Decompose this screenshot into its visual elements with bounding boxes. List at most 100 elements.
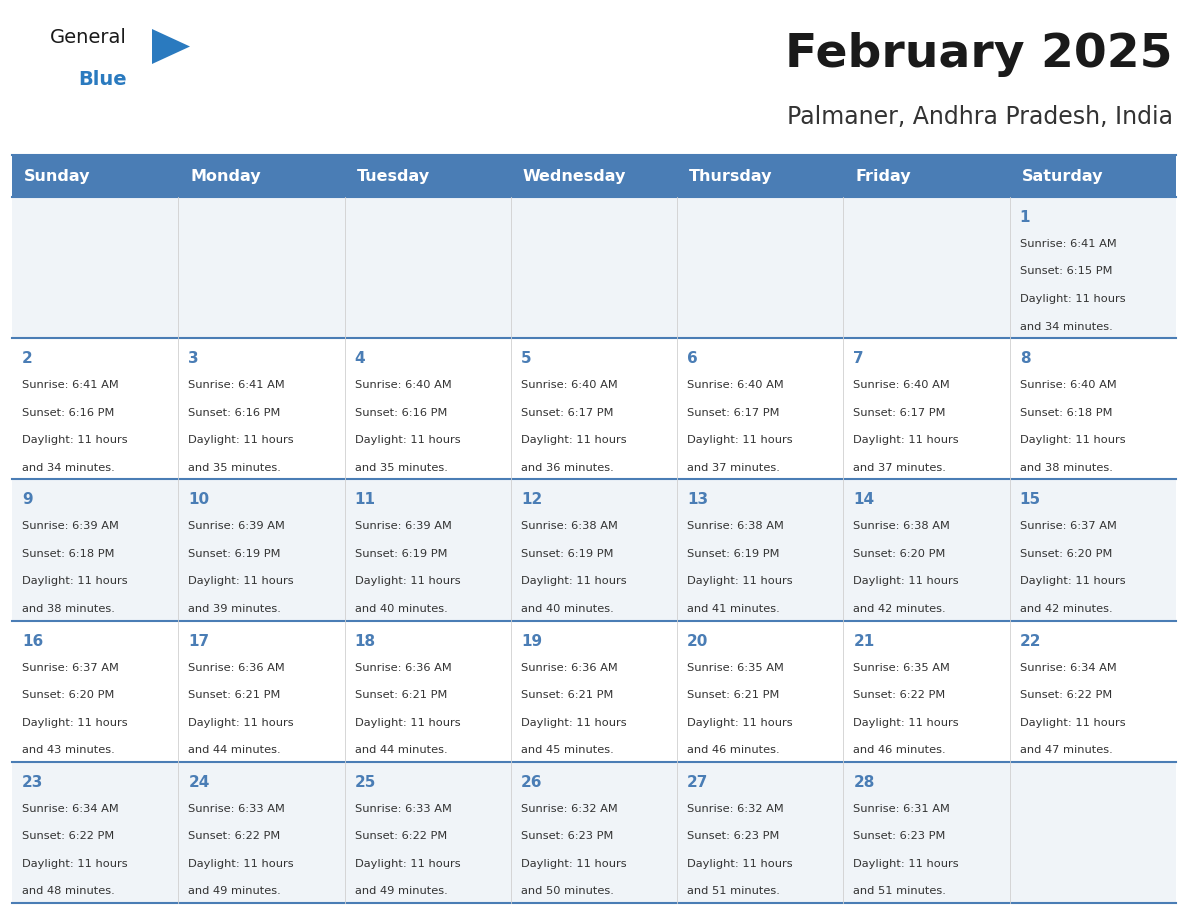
Text: Daylight: 11 hours: Daylight: 11 hours [188,435,293,445]
Text: Sunset: 6:15 PM: Sunset: 6:15 PM [1019,266,1112,276]
Text: Sunrise: 6:35 AM: Sunrise: 6:35 AM [687,663,784,673]
Text: Daylight: 11 hours: Daylight: 11 hours [687,718,792,728]
Text: Sunrise: 6:37 AM: Sunrise: 6:37 AM [1019,521,1117,532]
Text: and 35 minutes.: and 35 minutes. [354,463,448,473]
Text: 23: 23 [23,775,44,789]
Bar [12,338,1176,479]
Text: and 42 minutes.: and 42 minutes. [853,604,946,614]
Text: Daylight: 11 hours: Daylight: 11 hours [354,435,460,445]
Text: 27: 27 [687,775,708,789]
Text: Daylight: 11 hours: Daylight: 11 hours [23,859,127,868]
Text: Sunrise: 6:40 AM: Sunrise: 6:40 AM [520,380,618,390]
Text: 19: 19 [520,633,542,649]
Text: Daylight: 11 hours: Daylight: 11 hours [853,435,959,445]
Text: Sunset: 6:23 PM: Sunset: 6:23 PM [687,832,779,841]
Text: February 2025: February 2025 [785,32,1173,77]
Bar [12,155,1176,197]
Text: 28: 28 [853,775,874,789]
Text: and 44 minutes.: and 44 minutes. [354,745,447,756]
Text: Sunset: 6:22 PM: Sunset: 6:22 PM [1019,690,1112,700]
Text: Sunset: 6:18 PM: Sunset: 6:18 PM [1019,408,1112,418]
Text: and 47 minutes.: and 47 minutes. [1019,745,1112,756]
Text: Sunset: 6:19 PM: Sunset: 6:19 PM [354,549,447,559]
Text: Daylight: 11 hours: Daylight: 11 hours [853,859,959,868]
Text: Sunrise: 6:40 AM: Sunrise: 6:40 AM [687,380,784,390]
Text: Sunset: 6:16 PM: Sunset: 6:16 PM [354,408,447,418]
Text: 9: 9 [23,492,32,508]
Text: Daylight: 11 hours: Daylight: 11 hours [1019,294,1125,304]
Text: General: General [50,28,127,47]
Text: Daylight: 11 hours: Daylight: 11 hours [520,435,626,445]
Text: Daylight: 11 hours: Daylight: 11 hours [188,859,293,868]
Text: Sunset: 6:22 PM: Sunset: 6:22 PM [188,832,280,841]
Text: 16: 16 [23,633,43,649]
Text: Sunset: 6:20 PM: Sunset: 6:20 PM [1019,549,1112,559]
Text: Sunrise: 6:33 AM: Sunrise: 6:33 AM [354,804,451,813]
Text: Sunrise: 6:40 AM: Sunrise: 6:40 AM [1019,380,1117,390]
Text: Sunset: 6:19 PM: Sunset: 6:19 PM [188,549,280,559]
Text: 1: 1 [1019,210,1030,225]
Text: Sunset: 6:17 PM: Sunset: 6:17 PM [687,408,779,418]
Text: 8: 8 [1019,352,1030,366]
Text: Daylight: 11 hours: Daylight: 11 hours [853,577,959,587]
Text: 2: 2 [23,352,33,366]
Text: 10: 10 [188,492,209,508]
Text: and 51 minutes.: and 51 minutes. [853,886,947,896]
Text: Sunrise: 6:40 AM: Sunrise: 6:40 AM [354,380,451,390]
Text: 22: 22 [1019,633,1041,649]
Text: Tuesday: Tuesday [356,169,430,184]
Text: Sunrise: 6:41 AM: Sunrise: 6:41 AM [188,380,285,390]
Text: Sunset: 6:16 PM: Sunset: 6:16 PM [188,408,280,418]
Text: Daylight: 11 hours: Daylight: 11 hours [1019,718,1125,728]
Text: Sunset: 6:18 PM: Sunset: 6:18 PM [23,549,114,559]
Text: 15: 15 [1019,492,1041,508]
Text: Sunset: 6:21 PM: Sunset: 6:21 PM [520,690,613,700]
Text: and 49 minutes.: and 49 minutes. [188,886,282,896]
Text: Sunset: 6:19 PM: Sunset: 6:19 PM [520,549,613,559]
Text: Sunset: 6:17 PM: Sunset: 6:17 PM [853,408,946,418]
Text: Sunset: 6:21 PM: Sunset: 6:21 PM [687,690,779,700]
Text: Sunset: 6:20 PM: Sunset: 6:20 PM [23,690,114,700]
Text: Sunrise: 6:35 AM: Sunrise: 6:35 AM [853,663,950,673]
Text: and 36 minutes.: and 36 minutes. [520,463,614,473]
Text: 7: 7 [853,352,864,366]
Text: Sunday: Sunday [24,169,90,184]
Text: Daylight: 11 hours: Daylight: 11 hours [354,859,460,868]
Text: and 37 minutes.: and 37 minutes. [687,463,781,473]
Text: and 34 minutes.: and 34 minutes. [1019,321,1112,331]
Text: Daylight: 11 hours: Daylight: 11 hours [188,718,293,728]
Text: and 49 minutes.: and 49 minutes. [354,886,448,896]
Text: Daylight: 11 hours: Daylight: 11 hours [23,577,127,587]
Text: 14: 14 [853,492,874,508]
Text: Sunset: 6:22 PM: Sunset: 6:22 PM [853,690,946,700]
Text: 6: 6 [687,352,697,366]
Text: Sunset: 6:17 PM: Sunset: 6:17 PM [520,408,613,418]
Text: 3: 3 [188,352,198,366]
Text: and 46 minutes.: and 46 minutes. [687,745,779,756]
Text: Daylight: 11 hours: Daylight: 11 hours [354,718,460,728]
Text: Sunrise: 6:40 AM: Sunrise: 6:40 AM [853,380,950,390]
Text: Sunset: 6:21 PM: Sunset: 6:21 PM [188,690,280,700]
Text: Sunrise: 6:37 AM: Sunrise: 6:37 AM [23,663,119,673]
Text: and 48 minutes.: and 48 minutes. [23,886,115,896]
Text: Sunset: 6:23 PM: Sunset: 6:23 PM [853,832,946,841]
Text: 11: 11 [354,492,375,508]
Text: 5: 5 [520,352,531,366]
Text: and 40 minutes.: and 40 minutes. [354,604,448,614]
Bar [12,479,1176,621]
Text: Wednesday: Wednesday [523,169,626,184]
Text: and 38 minutes.: and 38 minutes. [1019,463,1113,473]
Text: Palmaner, Andhra Pradesh, India: Palmaner, Andhra Pradesh, India [786,105,1173,129]
Text: Saturday: Saturday [1022,169,1104,184]
Text: and 41 minutes.: and 41 minutes. [687,604,779,614]
Polygon shape [152,29,190,64]
Text: and 40 minutes.: and 40 minutes. [520,604,614,614]
Text: Daylight: 11 hours: Daylight: 11 hours [188,577,293,587]
Text: Daylight: 11 hours: Daylight: 11 hours [1019,577,1125,587]
Text: Sunrise: 6:34 AM: Sunrise: 6:34 AM [23,804,119,813]
Text: Sunrise: 6:32 AM: Sunrise: 6:32 AM [687,804,784,813]
Text: Daylight: 11 hours: Daylight: 11 hours [520,577,626,587]
Text: Sunrise: 6:34 AM: Sunrise: 6:34 AM [1019,663,1117,673]
Text: Daylight: 11 hours: Daylight: 11 hours [687,577,792,587]
Text: 4: 4 [354,352,365,366]
